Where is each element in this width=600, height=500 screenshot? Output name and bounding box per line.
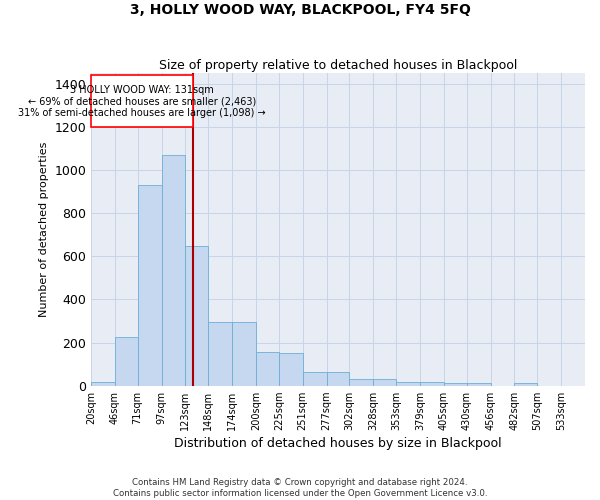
Title: Size of property relative to detached houses in Blackpool: Size of property relative to detached ho… <box>159 59 517 72</box>
Text: 3, HOLLY WOOD WAY, BLACKPOOL, FY4 5FQ: 3, HOLLY WOOD WAY, BLACKPOOL, FY4 5FQ <box>130 2 470 16</box>
Text: Contains HM Land Registry data © Crown copyright and database right 2024.
Contai: Contains HM Land Registry data © Crown c… <box>113 478 487 498</box>
Bar <box>232 322 256 386</box>
Bar <box>256 352 279 386</box>
Bar <box>514 383 538 386</box>
Bar <box>161 155 185 386</box>
Bar <box>279 354 302 386</box>
Bar <box>349 379 373 386</box>
Bar <box>444 383 467 386</box>
Bar <box>91 76 193 127</box>
Bar <box>396 382 420 386</box>
Bar <box>467 383 491 386</box>
Bar <box>420 382 444 386</box>
Bar <box>373 379 396 386</box>
Bar <box>185 246 208 386</box>
X-axis label: Distribution of detached houses by size in Blackpool: Distribution of detached houses by size … <box>174 437 502 450</box>
Bar <box>208 322 232 386</box>
Bar <box>91 382 115 386</box>
Bar <box>137 185 161 386</box>
Bar <box>302 372 326 386</box>
Bar <box>115 337 137 386</box>
Y-axis label: Number of detached properties: Number of detached properties <box>38 142 49 317</box>
Text: 3 HOLLY WOOD WAY: 131sqm
← 69% of detached houses are smaller (2,463)
31% of sem: 3 HOLLY WOOD WAY: 131sqm ← 69% of detach… <box>18 84 266 118</box>
Bar <box>326 372 349 386</box>
